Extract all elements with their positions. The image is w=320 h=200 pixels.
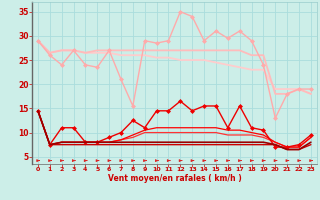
X-axis label: Vent moyen/en rafales ( km/h ): Vent moyen/en rafales ( km/h ) [108, 174, 241, 183]
